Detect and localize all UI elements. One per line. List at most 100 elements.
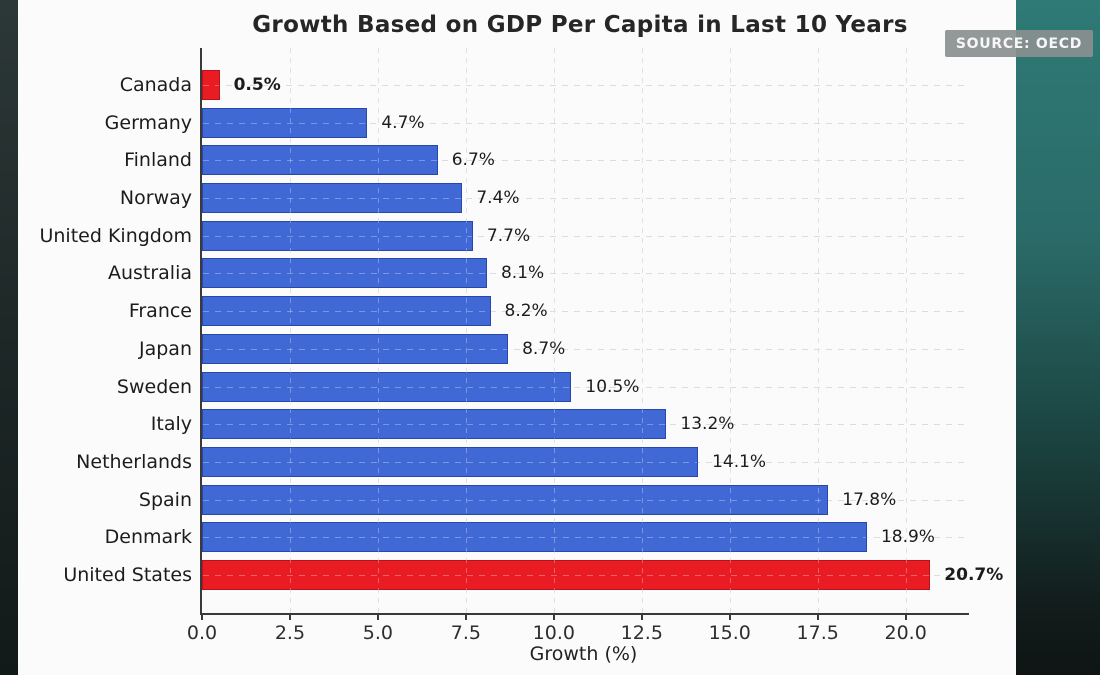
bar-row-italy: Italy 13.2% (151, 405, 969, 443)
value-label-norway: 7.4% (476, 188, 520, 209)
source-badge: SOURCE: OECD (945, 30, 1093, 57)
value-label-canada: 0.5% (233, 74, 281, 95)
vertical-gridline (377, 48, 379, 613)
category-label-spain: Spain (138, 488, 192, 511)
horizontal-gridline (202, 273, 969, 275)
source-badge-label: SOURCE: OECD (955, 35, 1083, 52)
bar-norway (202, 183, 463, 214)
value-label-denmark: 18.9% (880, 527, 935, 548)
category-label-norway: Norway (119, 187, 192, 210)
bar-row-united-kingdom: United Kingdom 7.7% (39, 217, 969, 255)
category-label-australia: Australia (107, 262, 192, 285)
category-label-united-kingdom: United Kingdom (39, 224, 192, 247)
horizontal-gridline (202, 198, 969, 200)
category-label-netherlands: Netherlands (76, 451, 192, 474)
bar-netherlands (202, 447, 699, 478)
value-label-germany: 4.7% (381, 112, 425, 133)
category-label-germany: Germany (104, 111, 192, 134)
x-axis-tick (816, 613, 819, 620)
x-axis-tick (201, 613, 203, 620)
x-axis-tick-label: 15.0 (708, 622, 751, 644)
vertical-gridline (553, 48, 555, 613)
bar-row-canada: Canada 0.5% (120, 66, 969, 104)
plot-area: Canada 0.5% Germany 4.7% Finland 6.7% Norway 7.… (39, 48, 1003, 644)
horizontal-gridline (202, 235, 969, 237)
category-label-united-states: United States (63, 564, 192, 587)
x-axis-tick (728, 613, 731, 620)
horizontal-gridline (202, 348, 969, 350)
bar-france (202, 296, 491, 327)
value-label-spain: 17.8% (842, 489, 897, 510)
bar-germany (202, 107, 368, 138)
bar-united-kingdom (202, 220, 473, 251)
vertical-gridline (905, 48, 907, 613)
x-axis-tick (552, 613, 555, 620)
category-label-japan: Japan (139, 337, 192, 360)
x-axis-tick-label: 0.0 (186, 622, 218, 644)
vertical-gridline (289, 48, 291, 613)
bar-row-france: France 8.2% (129, 292, 969, 330)
category-label-sweden: Sweden (116, 375, 192, 398)
x-axis-tick-label: 7.5 (450, 622, 481, 644)
bar-row-sweden: Sweden 10.5% (117, 368, 969, 406)
category-label-denmark: Denmark (104, 526, 192, 549)
value-label-netherlands: 14.1% (712, 452, 767, 473)
bar-row-australia: Australia 8.1% (108, 255, 969, 293)
bar-italy (202, 409, 667, 440)
category-label-france: France (128, 300, 192, 323)
left-dark-band (0, 0, 18, 675)
bar-spain (202, 484, 829, 515)
bar-japan (202, 333, 509, 364)
bar-row-denmark: Denmark 18.9% (105, 519, 969, 557)
value-label-japan: 8.7% (522, 338, 566, 359)
vertical-gridline (641, 48, 643, 613)
chart-title: Growth Based on GDP Per Capita in Last 1… (252, 12, 908, 38)
x-axis-tick (464, 613, 467, 620)
value-label-australia: 8.1% (500, 263, 545, 284)
bar-denmark (202, 522, 867, 553)
bar-row-netherlands: Netherlands 14.1% (76, 443, 969, 481)
bar-australia (202, 258, 487, 289)
x-axis-tick-label: 5.0 (362, 622, 394, 644)
value-label-united-states: 20.7% (944, 565, 1004, 586)
vertical-gridline (729, 48, 731, 613)
x-axis-tick (288, 613, 291, 620)
bar-rows-container: Canada 0.5% Germany 4.7% Finland 6.7% Norway 7.… (39, 48, 1003, 613)
bar-sweden (202, 371, 572, 402)
bar-canada (202, 69, 220, 100)
bar-row-japan: Japan 8.7% (139, 330, 969, 368)
category-label-italy: Italy (150, 413, 192, 436)
bar-row-united-states: United States 20.7% (63, 556, 1003, 594)
x-axis-tick-label: 17.5 (796, 622, 839, 644)
vertical-gridline (465, 48, 467, 613)
horizontal-gridline (202, 386, 969, 388)
x-axis-tick-label: 20.0 (884, 622, 927, 644)
value-label-france: 8.2% (504, 301, 548, 322)
value-label-italy: 13.2% (680, 414, 735, 435)
x-axis-title: Growth (%) (529, 643, 638, 665)
x-axis-tick-label: 12.5 (620, 622, 663, 644)
bar-finland (202, 145, 438, 176)
x-axis-tick (376, 613, 379, 620)
right-teal-gradient-band (1016, 0, 1100, 675)
x-axis-tick (904, 613, 907, 620)
horizontal-gridline (202, 311, 969, 313)
bar-row-spain: Spain 17.8% (139, 481, 969, 519)
bar-united-states (202, 560, 931, 591)
horizontal-gridline (202, 84, 969, 86)
horizontal-gridline (202, 122, 969, 124)
category-label-canada: Canada (119, 73, 192, 96)
bar-row-finland: Finland 6.7% (124, 141, 969, 179)
x-axis-tick-label: 10.0 (532, 622, 575, 644)
value-label-united-kingdom: 7.7% (486, 225, 531, 246)
horizontal-gridline (202, 160, 969, 162)
x-axis-tick (640, 613, 643, 620)
bar-row-germany: Germany 4.7% (105, 104, 969, 142)
value-label-finland: 6.7% (451, 150, 495, 171)
bar-row-norway: Norway 7.4% (120, 179, 969, 217)
x-axis-tick-label: 2.5 (274, 622, 306, 644)
value-label-sweden: 10.5% (585, 376, 640, 397)
vertical-gridline (817, 48, 819, 613)
category-label-finland: Finland (124, 149, 192, 172)
